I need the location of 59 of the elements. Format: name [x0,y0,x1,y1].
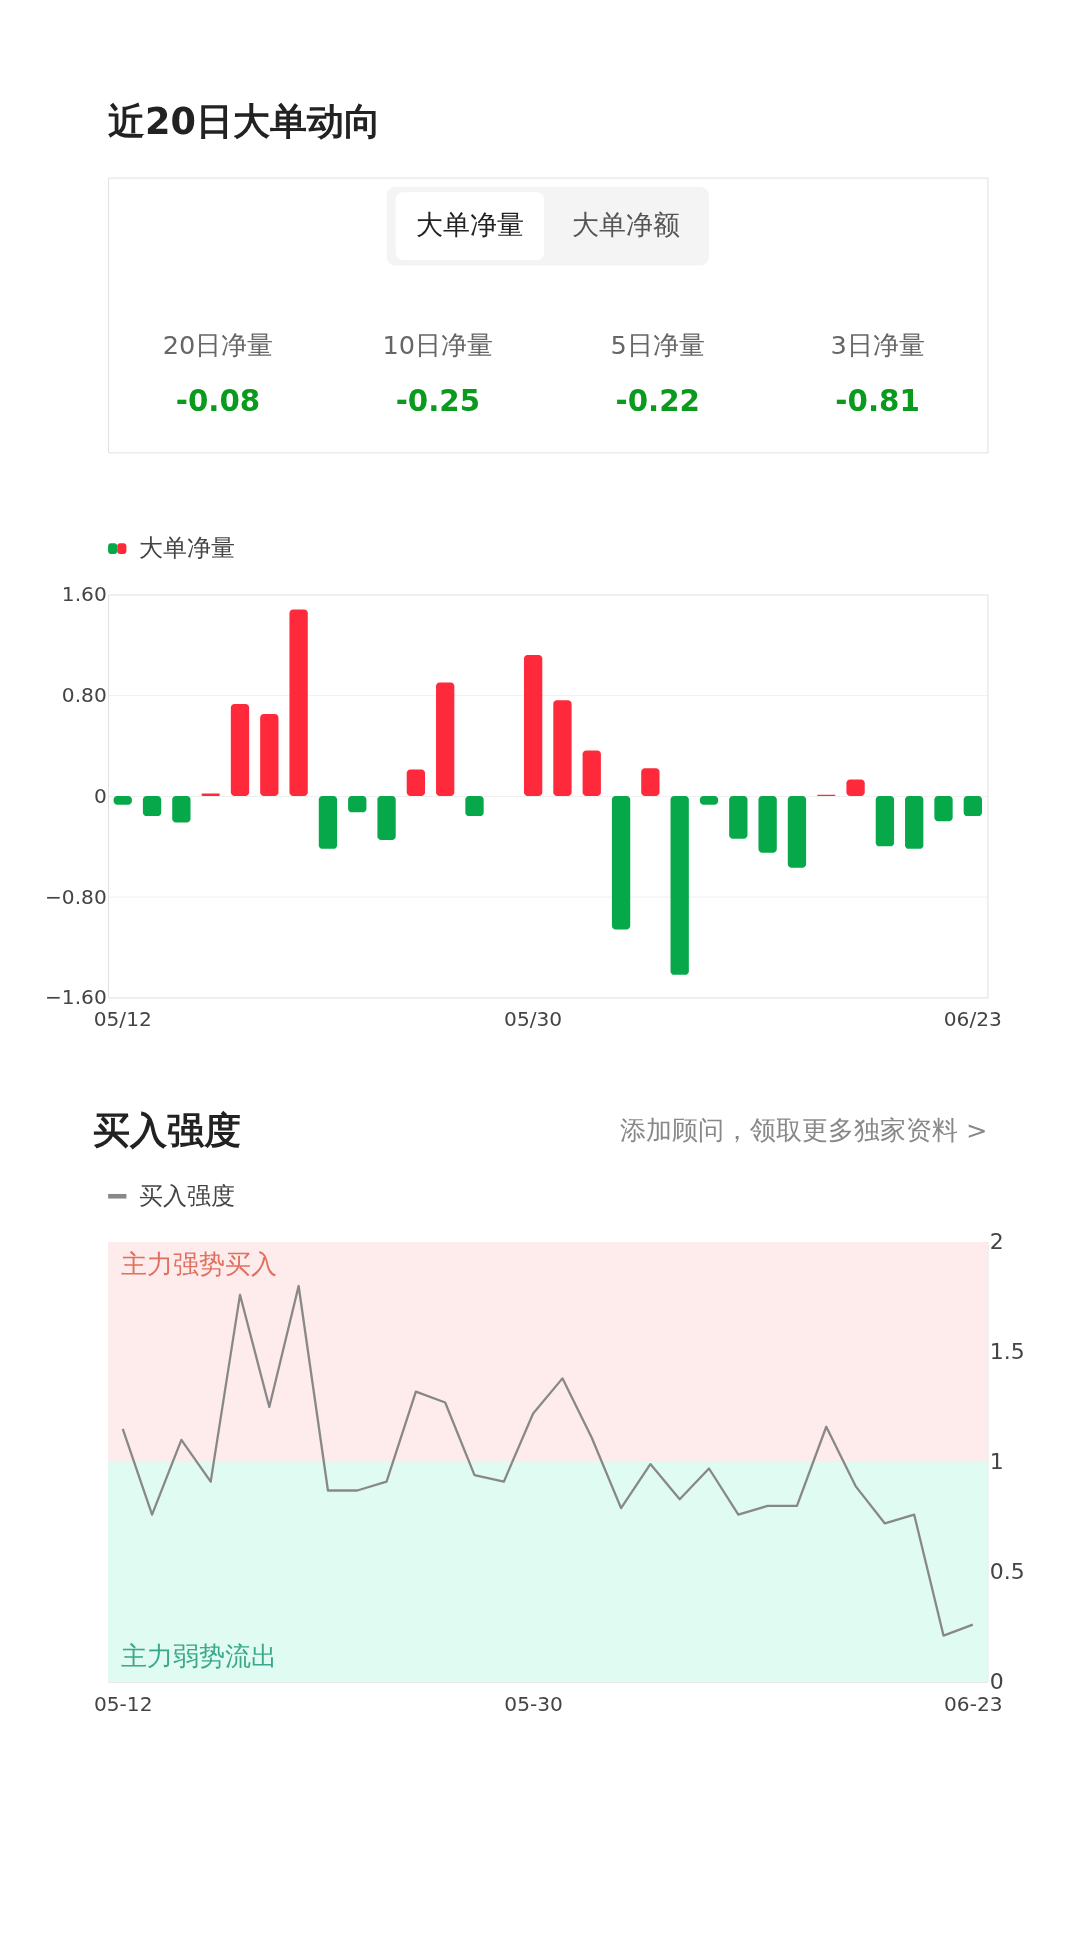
y-tick-label: 2 [989,1228,1004,1254]
text: 大单净额 [571,208,680,241]
x-tick-label: 05-30 [504,1691,563,1716]
bar [377,795,396,841]
bar [582,750,601,796]
category-label: 10日净量 [382,330,494,361]
bar [289,609,308,796]
text: 大单净量 [415,208,524,241]
y-tick-label: 0.5 [989,1558,1025,1584]
bar [523,654,543,796]
bar [142,795,162,817]
bar [875,795,895,847]
bar [172,795,191,823]
legend-label: 买入强度 [139,1181,236,1210]
bar [963,795,982,817]
x-tick-label: 05-12 [93,1691,153,1716]
text: 近20日大单动向 [108,99,382,143]
bar [670,795,689,975]
bar [641,768,660,796]
legend-label: 大单净量 [139,533,236,562]
band-label: 主力强势买入 [120,1249,277,1280]
bar [436,682,455,796]
bar [934,795,953,822]
y-tick-label: 1.5 [989,1338,1025,1364]
bar [611,795,631,930]
y-tick-label: 0 [93,783,107,808]
x-tick-label: 05/30 [504,1007,563,1032]
bar [465,795,484,817]
y-tick-label: −0.80 [44,884,107,909]
text: 添加顾问，领取更多独家资料 > [619,1115,988,1146]
y-tick-label: 1.60 [61,582,107,607]
data-label: -0.81 [835,384,920,419]
bar [260,714,279,796]
y-tick-label: 0 [989,1668,1004,1694]
x-tick-label: 06-23 [944,1691,1003,1716]
bar [758,795,777,853]
bar [905,795,924,849]
x-tick-label: 06/23 [943,1007,1002,1032]
bar [729,795,748,839]
data-label: -0.25 [395,384,481,419]
x-tick-label: 05/12 [93,1007,152,1032]
bar [348,795,367,813]
category-label: 3日净量 [830,330,925,361]
y-tick-label: −1.60 [44,985,107,1010]
band-label: 主力弱势流出 [120,1641,277,1672]
bar [787,795,807,868]
data-label: -0.08 [175,384,261,419]
line-series [121,1284,974,1637]
bar [318,795,338,849]
bar [553,700,572,796]
bar [846,779,865,796]
bar [230,704,250,796]
category-label: 20日净量 [162,330,274,361]
y-tick-label: 0.80 [61,683,107,708]
bar [406,769,426,796]
category-label: 5日净量 [610,330,705,361]
data-label: -0.22 [615,384,700,419]
chart-title: 买入强度 [93,1109,242,1153]
y-tick-label: 1 [989,1448,1004,1474]
